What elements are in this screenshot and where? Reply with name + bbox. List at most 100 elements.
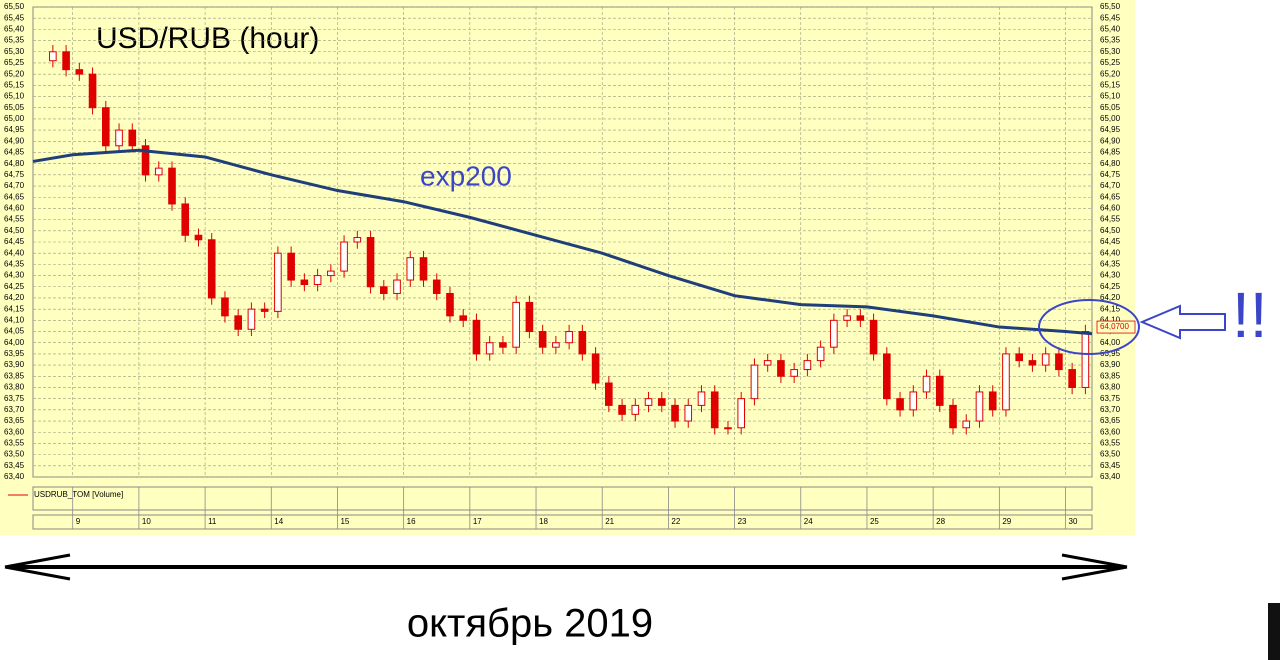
- candle-body: [578, 331, 587, 355]
- candle-body: [393, 279, 401, 294]
- candle-body: [419, 257, 428, 281]
- y-tick-label: 63,90: [4, 360, 25, 369]
- x-tick-label: 9: [76, 517, 81, 526]
- x-tick-label: 10: [142, 517, 151, 526]
- candle-body: [671, 404, 679, 422]
- y-tick-label: 63,45: [4, 461, 25, 470]
- y2-tick-label: 64,40: [1100, 248, 1121, 257]
- y-tick-label: 63,55: [4, 439, 25, 448]
- y2-tick-label: 64,90: [1100, 136, 1121, 145]
- y-tick-label: 63,75: [4, 394, 25, 403]
- candle-body: [922, 375, 931, 393]
- y-tick-label: 64,15: [4, 304, 25, 313]
- x-tick-label: 18: [539, 517, 548, 526]
- y2-tick-label: 64,55: [1100, 215, 1121, 224]
- candle-body: [221, 297, 229, 317]
- y-tick-label: 63,50: [4, 450, 25, 459]
- candle-body: [207, 239, 216, 299]
- y2-tick-label: 64,45: [1100, 237, 1121, 246]
- x-tick-label: 23: [738, 517, 747, 526]
- candle-body: [194, 234, 203, 241]
- x-tick-label: 16: [407, 517, 416, 526]
- y-tick-label: 64,05: [4, 327, 25, 336]
- x-tick-label: 22: [671, 517, 680, 526]
- y2-tick-label: 64,20: [1100, 293, 1121, 302]
- y-tick-label: 64,00: [4, 338, 25, 347]
- y2-tick-label: 65,35: [1100, 36, 1121, 45]
- y2-tick-label: 65,40: [1100, 24, 1121, 33]
- candle-body: [644, 398, 653, 406]
- candle-body: [446, 292, 454, 317]
- candle-body: [816, 346, 825, 362]
- candle-body: [883, 353, 891, 400]
- x-tick-label: 30: [1069, 517, 1078, 526]
- candle-body: [485, 342, 494, 355]
- candle-body: [988, 391, 997, 411]
- y2-tick-label: 63,50: [1100, 450, 1121, 459]
- y2-tick-label: 65,00: [1100, 114, 1121, 123]
- y-tick-label: 63,60: [4, 427, 25, 436]
- y-tick-label: 63,65: [4, 416, 25, 425]
- candle-body: [684, 404, 693, 422]
- annotation: !!: [1232, 279, 1268, 351]
- y-tick-label: 63,85: [4, 371, 25, 380]
- candle-body: [949, 404, 957, 429]
- ema-line: [32, 148, 1093, 336]
- y2-tick-label: 63,60: [1100, 427, 1121, 436]
- y-tick-label: 64,95: [4, 125, 25, 134]
- y-tick-label: 63,40: [4, 472, 25, 481]
- candle-body: [710, 391, 719, 429]
- y-tick-label: 64,30: [4, 271, 25, 280]
- candle-body: [935, 375, 944, 406]
- candle-body: [88, 73, 97, 109]
- candle-body: [313, 275, 322, 286]
- y2-tick-label: 64,70: [1100, 181, 1121, 190]
- y2-tick-label: 64,75: [1100, 170, 1121, 179]
- x-tick-label: 24: [804, 517, 813, 526]
- y2-tick-label: 63,40: [1100, 472, 1121, 481]
- chart-title: USD/RUB (hour): [96, 22, 319, 55]
- x-tick-label: 25: [870, 517, 879, 526]
- y-tick-label: 64,35: [4, 259, 25, 268]
- candle-body: [724, 427, 732, 430]
- x-axis-label: октябрь 2019: [407, 602, 653, 646]
- y-tick-label: 64,25: [4, 282, 25, 291]
- date-axis-frame: [32, 514, 1093, 530]
- y-tick-label: 64,70: [4, 181, 25, 190]
- y2-tick-label: 65,05: [1100, 103, 1121, 112]
- candle-body: [274, 252, 282, 312]
- y2-tick-label: 65,15: [1100, 80, 1121, 89]
- y2-tick-label: 64,80: [1100, 159, 1121, 168]
- candle-body: [843, 315, 851, 321]
- candle-body: [379, 286, 388, 294]
- y2-tick-label: 63,95: [1100, 349, 1121, 358]
- y-tick-label: 63,80: [4, 383, 25, 392]
- candle-body: [75, 69, 84, 75]
- candle-body: [432, 279, 441, 294]
- candle-body: [777, 360, 785, 377]
- y-tick-label: 65,25: [4, 58, 25, 67]
- candle-body: [128, 129, 137, 147]
- y2-tick-label: 64,60: [1100, 204, 1121, 213]
- y2-tick-label: 64,65: [1100, 192, 1121, 201]
- candle-body: [49, 51, 57, 62]
- y-tick-label: 64,45: [4, 237, 25, 246]
- y2-tick-label: 63,55: [1100, 439, 1121, 448]
- y2-tick-label: 63,85: [1100, 371, 1121, 380]
- candle-body: [287, 252, 295, 281]
- x-tick-label: 29: [1002, 517, 1011, 526]
- candle-body: [181, 203, 190, 236]
- y2-tick-label: 64,10: [1100, 315, 1121, 324]
- y-tick-label: 64,85: [4, 148, 25, 157]
- y-tick-label: 65,50: [4, 2, 25, 11]
- candle-body: [657, 398, 666, 406]
- candle-body: [366, 237, 375, 288]
- candle-body: [1068, 369, 1076, 388]
- pointer-arrow: [1139, 304, 1226, 340]
- y2-tick-label: 63,65: [1100, 416, 1121, 425]
- candle-body: [856, 315, 865, 321]
- highlight-ellipse: [1038, 299, 1140, 355]
- y-tick-label: 63,95: [4, 349, 25, 358]
- y2-tick-label: 63,75: [1100, 394, 1121, 403]
- y-tick-label: 64,65: [4, 192, 25, 201]
